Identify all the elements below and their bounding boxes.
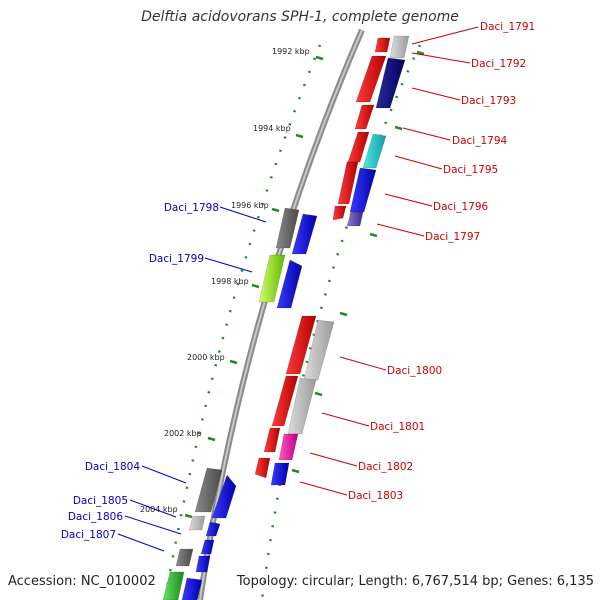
scale-label: 1992 kbp xyxy=(272,47,310,56)
gene-block[interactable] xyxy=(347,131,370,163)
gene-block[interactable] xyxy=(375,57,406,109)
scale-label: 2002 kbp xyxy=(164,429,202,438)
gene-block[interactable] xyxy=(355,55,387,103)
gene-block[interactable] xyxy=(332,205,347,221)
gene-block[interactable] xyxy=(175,548,194,567)
gene-block[interactable] xyxy=(287,377,317,435)
gene-block[interactable] xyxy=(303,319,335,381)
gene-block[interactable] xyxy=(346,211,364,227)
gene-block[interactable] xyxy=(362,133,387,169)
gene-label[interactable]: Daci_1794 xyxy=(452,135,508,147)
scale-label: 1998 kbp xyxy=(211,277,249,286)
scale-label: 1994 kbp xyxy=(253,124,291,133)
gene-block[interactable] xyxy=(349,167,377,213)
gene-block[interactable] xyxy=(278,433,299,461)
gene-block[interactable] xyxy=(258,254,286,303)
gene-block[interactable] xyxy=(389,35,410,59)
gene-label[interactable]: Daci_1802 xyxy=(358,461,413,473)
gene-block[interactable] xyxy=(276,259,303,309)
gene-label[interactable]: Daci_1798 xyxy=(164,202,219,214)
gene-block[interactable] xyxy=(270,462,290,486)
gene-blocks-left xyxy=(162,207,318,600)
scale-label: 2000 kbp xyxy=(187,353,225,362)
gene-label[interactable]: Daci_1793 xyxy=(461,95,516,107)
gene-block[interactable] xyxy=(337,161,359,205)
gene-label[interactable]: Daci_1791 xyxy=(480,21,535,33)
gene-block[interactable] xyxy=(162,571,185,600)
gene-label[interactable]: Daci_1795 xyxy=(443,164,498,176)
gene-block[interactable] xyxy=(285,315,317,375)
gene-label[interactable]: Daci_1797 xyxy=(425,231,480,243)
gene-label[interactable]: Daci_1801 xyxy=(370,421,425,433)
gene-label[interactable]: Daci_1804 xyxy=(85,461,141,473)
gene-block[interactable] xyxy=(275,207,300,249)
topology-text: Topology: circular; Length: 6,767,514 bp… xyxy=(236,574,594,589)
gene-block[interactable] xyxy=(291,213,318,255)
gene-label[interactable]: Daci_1806 xyxy=(68,511,124,523)
gene-label[interactable]: Daci_1807 xyxy=(61,529,116,541)
callout-lines-left xyxy=(117,206,267,552)
gene-label[interactable]: Daci_1800 xyxy=(387,365,442,377)
gene-block[interactable] xyxy=(354,104,375,130)
gene-label[interactable]: Daci_1799 xyxy=(149,253,204,265)
scale-ticks xyxy=(184,50,425,519)
gene-block[interactable] xyxy=(200,539,215,555)
gene-block[interactable] xyxy=(263,427,281,453)
gene-label[interactable]: Daci_1805 xyxy=(73,495,128,507)
gene-block[interactable] xyxy=(181,577,203,600)
callout-lines-right xyxy=(299,26,479,496)
scale-label: 2004 kbp xyxy=(140,505,178,514)
gene-block[interactable] xyxy=(188,515,206,531)
gene-label[interactable]: Daci_1803 xyxy=(348,490,403,502)
gene-block[interactable] xyxy=(271,375,299,427)
gene-block[interactable] xyxy=(374,37,391,53)
gene-block[interactable] xyxy=(205,521,221,537)
scale-label: 1996 kbp xyxy=(231,201,269,210)
gene-label[interactable]: Daci_1792 xyxy=(471,58,526,70)
accession-text: Accession: NC_010002 xyxy=(8,574,156,589)
gene-block[interactable] xyxy=(211,474,237,519)
gene-block[interactable] xyxy=(254,457,271,479)
map-title: Delftia acidovorans SPH-1, complete geno… xyxy=(141,9,459,25)
scale-line-inner xyxy=(163,44,322,600)
gene-blocks-right xyxy=(254,35,410,486)
gene-block[interactable] xyxy=(194,467,223,513)
gene-label[interactable]: Daci_1796 xyxy=(433,201,489,213)
gene-block[interactable] xyxy=(195,555,211,573)
